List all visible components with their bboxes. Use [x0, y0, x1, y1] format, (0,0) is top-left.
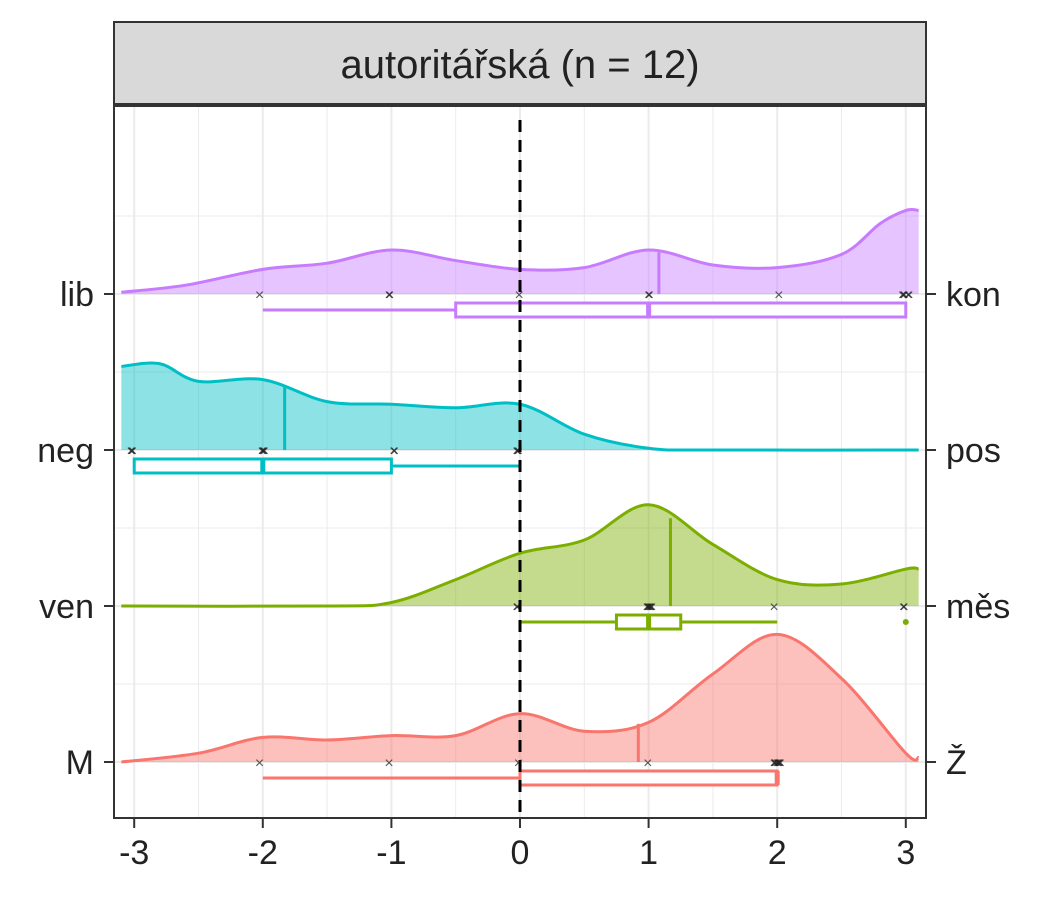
density-area [121, 634, 919, 762]
data-point: × [774, 755, 783, 772]
data-point: × [642, 599, 651, 616]
y-label-left: lib [60, 276, 94, 314]
y-axis-left: lib neg ven M [37, 276, 114, 782]
data-point: × [776, 755, 785, 772]
data-point: × [644, 599, 653, 616]
x-tick-label: -1 [376, 834, 406, 872]
y-label-left: neg [37, 432, 94, 470]
data-point: × [128, 443, 137, 460]
x-tick-label: 0 [511, 834, 530, 872]
data-point: × [513, 443, 522, 460]
data-point: × [775, 755, 784, 772]
data-point: × [899, 287, 908, 304]
box-iqr [518, 769, 779, 787]
data-point: × [255, 755, 264, 772]
y-label-right: měs [946, 588, 1010, 626]
y-label-right: pos [946, 432, 1001, 470]
series-ven-měs: ×× ××××××× × ×× [121, 503, 919, 631]
data-point: × [259, 443, 268, 460]
data-point: × [255, 287, 264, 304]
data-point: × [646, 599, 655, 616]
data-point: × [904, 287, 913, 304]
data-point: × [513, 599, 522, 616]
data-point: × [643, 755, 652, 772]
density-curve [121, 503, 919, 608]
facet-strip-background [113, 21, 927, 105]
y-label-right: kon [946, 276, 1001, 314]
data-point: × [771, 755, 780, 772]
data-point: × [644, 287, 653, 304]
data-point: × [260, 443, 269, 460]
data-point: × [384, 755, 393, 772]
data-point: × [769, 599, 778, 616]
data-point: × [647, 599, 656, 616]
x-tick-label: -3 [119, 834, 149, 872]
data-point: × [512, 443, 521, 460]
facet-strip: autoritářská (n = 12) [113, 21, 927, 105]
data-point: × [512, 599, 521, 616]
density-area [121, 504, 919, 607]
data-point: × [258, 443, 267, 460]
data-point: × [390, 443, 399, 460]
data-point: × [643, 599, 652, 616]
box-outlier [902, 619, 909, 625]
series-M-Ž: × × × × ×××××××× [121, 632, 920, 787]
data-point: × [904, 287, 913, 304]
data-point: × [770, 755, 779, 772]
x-axis: -3 -2 -1 0 1 2 3 [119, 818, 915, 872]
y-label-left: M [66, 744, 94, 782]
data-point: × [389, 443, 398, 460]
data-point: × [645, 599, 654, 616]
data-point: × [257, 443, 266, 460]
data-point: × [900, 287, 909, 304]
x-tick-label: 3 [896, 834, 915, 872]
data-point: × [514, 443, 523, 460]
data-point: × [769, 755, 778, 772]
data-point: × [385, 287, 394, 304]
data-point: × [773, 755, 782, 772]
x-tick-label: 2 [768, 834, 787, 872]
data-point: × [900, 599, 909, 616]
data-point: × [645, 287, 654, 304]
data-point: × [127, 443, 136, 460]
density-curve [121, 632, 920, 764]
data-point: × [898, 287, 907, 304]
chart-title: autoritářská (n = 12) [340, 43, 699, 87]
data-point: × [384, 287, 393, 304]
x-tick-label: -2 [248, 834, 278, 872]
box-iqr [454, 301, 908, 319]
y-label-right: Ž [946, 744, 967, 782]
density-area [121, 209, 919, 294]
data-point: × [773, 755, 782, 772]
y-label-left: ven [39, 588, 94, 626]
data-point: × [774, 287, 783, 304]
x-tick-label: 1 [639, 834, 658, 872]
density-curve [121, 207, 919, 294]
data-point: × [646, 599, 655, 616]
series-lib-kon: × ×× × ×× × ××××× [121, 207, 919, 319]
density-curve [121, 361, 919, 452]
y-axis-right: kon pos měs Ž [926, 276, 1010, 782]
data-point: × [515, 287, 524, 304]
data-point: × [514, 755, 523, 772]
data-point: × [126, 443, 135, 460]
data-point: × [899, 599, 908, 616]
